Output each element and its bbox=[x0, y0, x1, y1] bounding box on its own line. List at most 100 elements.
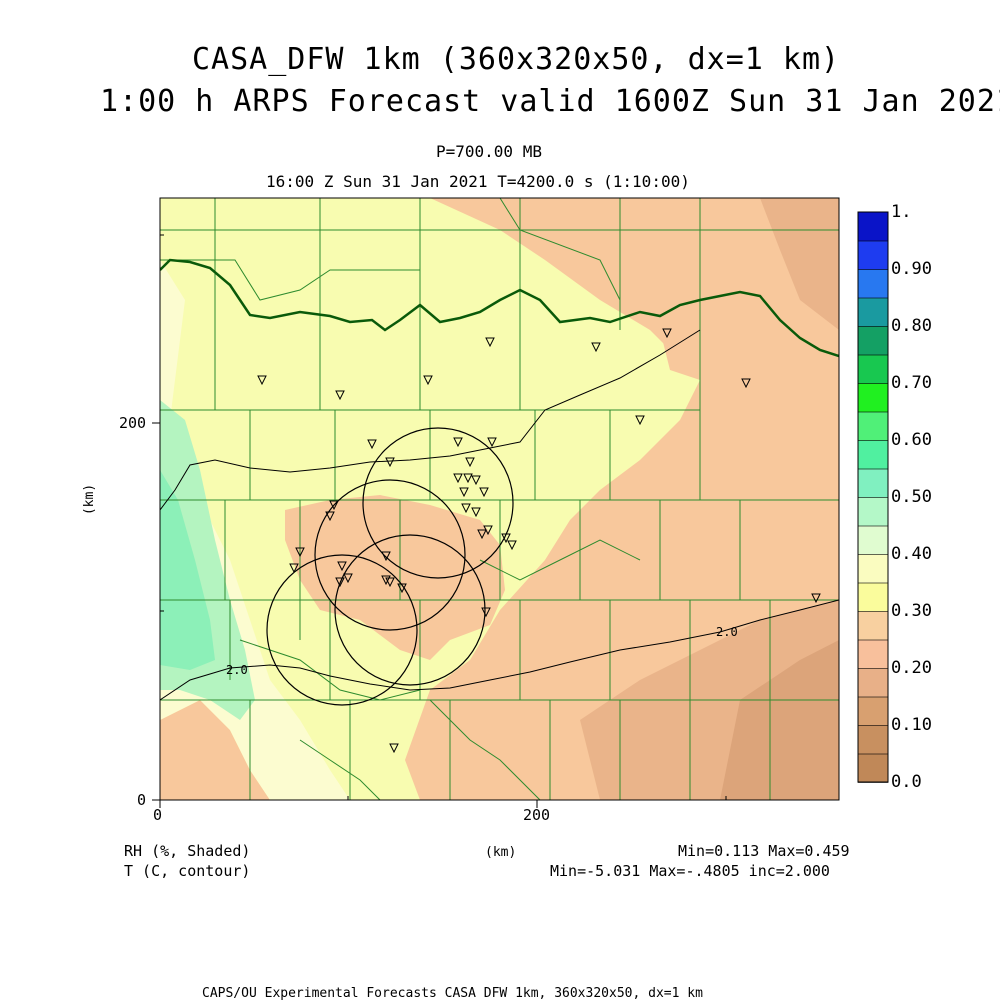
station-marker bbox=[381, 575, 391, 586]
state-border bbox=[160, 258, 839, 358]
contour-south bbox=[160, 599, 839, 701]
colorbar-swatch bbox=[857, 268, 889, 299]
title-line-1: CASA_DFW 1km (360x320x50, dx=1 km) bbox=[192, 42, 841, 77]
y-tick-200: 200 bbox=[119, 414, 147, 432]
station-marker bbox=[453, 437, 463, 448]
colorbar-swatch bbox=[857, 211, 889, 242]
radar-rings bbox=[266, 427, 514, 706]
colorbar-swatch bbox=[857, 325, 889, 356]
radar-ring-4 bbox=[266, 554, 418, 706]
station-marker bbox=[325, 511, 335, 522]
station-marker bbox=[423, 375, 433, 386]
station-marker bbox=[741, 378, 751, 389]
county-lines bbox=[160, 198, 839, 800]
axis-ticks bbox=[152, 234, 727, 808]
rh-0.20-lobe bbox=[660, 320, 720, 380]
rh-0.15-region-northeast bbox=[760, 198, 839, 330]
colorbar-frame bbox=[857, 211, 889, 783]
y-axis-label: (km) bbox=[82, 483, 98, 516]
station-marker bbox=[471, 475, 481, 486]
colorbar-swatch bbox=[857, 639, 889, 669]
colorbar-swatch bbox=[857, 696, 889, 726]
colorbar-swatch bbox=[857, 753, 889, 783]
station-marker bbox=[461, 503, 471, 514]
contour-label-west: 2.0 bbox=[226, 663, 248, 677]
station-marker bbox=[257, 375, 267, 386]
station-marker bbox=[635, 415, 645, 426]
rh-0.45-region-west bbox=[160, 470, 215, 670]
colorbar-swatch bbox=[857, 240, 889, 270]
colorbar-label: 0.40 bbox=[891, 544, 932, 564]
station-marker bbox=[389, 743, 399, 754]
temperature-contours bbox=[160, 329, 839, 701]
contour-north bbox=[160, 329, 701, 511]
colorbar-label: 0.50 bbox=[891, 487, 932, 507]
valid-time: 16:00 Z Sun 31 Jan 2021 T=4200.0 s (1:10… bbox=[266, 172, 690, 191]
station-marker bbox=[471, 507, 481, 518]
station-marker bbox=[335, 577, 345, 588]
colorbar-label: 0.20 bbox=[891, 658, 932, 678]
colorbar-swatch bbox=[857, 468, 889, 498]
colorbar-swatch bbox=[857, 439, 889, 470]
y-tick-0: 0 bbox=[137, 791, 147, 809]
station-marker bbox=[507, 540, 517, 551]
pressure-level: P=700.00 MB bbox=[436, 142, 542, 161]
station-marker bbox=[463, 473, 473, 484]
station-marker bbox=[483, 525, 493, 536]
colorbar-swatch bbox=[857, 667, 889, 698]
colorbar-swatch bbox=[857, 525, 889, 555]
station-marker bbox=[343, 573, 353, 584]
station-marker bbox=[329, 500, 339, 511]
station-marker bbox=[485, 337, 495, 348]
station-marker bbox=[381, 551, 391, 562]
station-marker bbox=[591, 342, 601, 353]
station-marker bbox=[811, 593, 821, 604]
station-marker bbox=[385, 457, 395, 468]
station-marker bbox=[459, 487, 469, 498]
colorbar-label: 0.80 bbox=[891, 316, 932, 336]
radar-ring-2 bbox=[314, 479, 466, 631]
colorbar-swatch bbox=[857, 354, 889, 384]
colorbar-label: 0.30 bbox=[891, 601, 932, 621]
station-marker bbox=[465, 457, 475, 468]
station-marker bbox=[337, 561, 347, 572]
colorbar-swatch bbox=[857, 297, 889, 327]
colorbar-label: 0.10 bbox=[891, 715, 932, 735]
station-marker bbox=[479, 487, 489, 498]
colorbar-label: 0.90 bbox=[891, 259, 932, 279]
station-marker bbox=[453, 473, 463, 484]
station-marker bbox=[487, 437, 497, 448]
plot-frame bbox=[159, 197, 840, 801]
rh-0.20-region-southwest bbox=[160, 700, 270, 800]
station-marker bbox=[289, 563, 299, 574]
colorbar-swatch bbox=[857, 724, 889, 755]
colorbar-label: 0.60 bbox=[891, 430, 932, 450]
colorbar-label: 0.70 bbox=[891, 373, 932, 393]
station-marker bbox=[662, 328, 672, 339]
station-marker bbox=[501, 533, 511, 544]
colorbar-swatch bbox=[857, 382, 889, 413]
station-marker bbox=[295, 547, 305, 558]
shaded-variable-label: RH (%, Shaded) bbox=[124, 842, 251, 860]
colorbar-swatch bbox=[857, 496, 889, 527]
radar-ring-3 bbox=[334, 534, 486, 686]
colorbar-swatch bbox=[857, 582, 889, 612]
rh-shading bbox=[160, 198, 839, 800]
title-line-2: 1:00 h ARPS Forecast valid 1600Z Sun 31 … bbox=[100, 84, 1000, 119]
footer-credit: CAPS/OU Experimental Forecasts CASA DFW … bbox=[202, 986, 703, 1000]
colorbar-swatch bbox=[857, 411, 889, 441]
contour-label-east: 2.0 bbox=[716, 625, 738, 639]
shaded-stats: Min=0.113 Max=0.459 bbox=[678, 842, 850, 860]
x-axis-label: (km) bbox=[485, 845, 517, 860]
station-marker bbox=[397, 583, 407, 594]
station-marker bbox=[367, 439, 377, 450]
station-markers bbox=[257, 328, 821, 754]
x-tick-200: 200 bbox=[523, 806, 551, 824]
rh-0.10-region-southeast bbox=[720, 640, 839, 800]
station-marker bbox=[481, 607, 491, 618]
colorbar-label: 0.0 bbox=[891, 772, 922, 792]
colorbar bbox=[857, 211, 889, 783]
colorbar-swatch bbox=[857, 610, 889, 641]
